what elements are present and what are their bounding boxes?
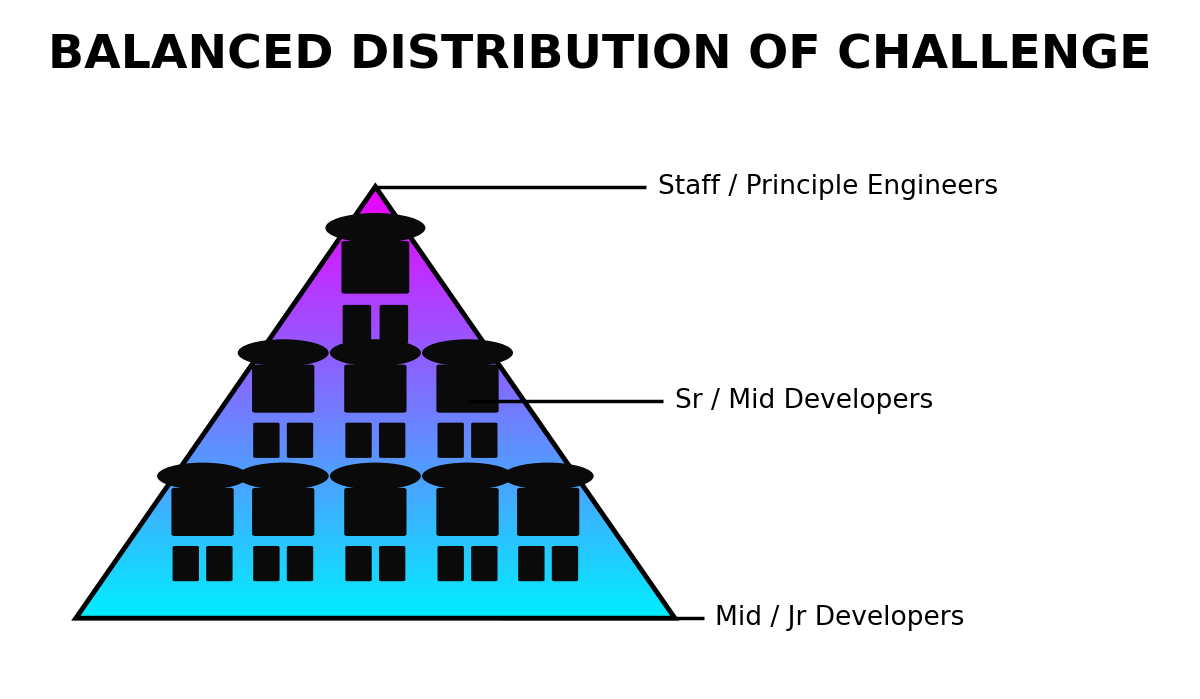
Text: Mid / Jr Developers: Mid / Jr Developers [715,605,965,631]
Ellipse shape [503,463,594,489]
FancyBboxPatch shape [173,546,199,581]
FancyBboxPatch shape [342,305,371,343]
FancyBboxPatch shape [437,365,499,412]
FancyBboxPatch shape [206,546,233,581]
Ellipse shape [330,339,421,366]
FancyBboxPatch shape [342,241,409,294]
FancyBboxPatch shape [518,546,545,581]
FancyBboxPatch shape [472,423,498,458]
FancyBboxPatch shape [253,423,280,458]
Ellipse shape [422,339,514,366]
FancyBboxPatch shape [252,365,314,412]
Ellipse shape [157,463,248,489]
FancyBboxPatch shape [517,488,580,536]
FancyBboxPatch shape [252,488,314,536]
FancyBboxPatch shape [379,305,408,343]
FancyBboxPatch shape [438,423,464,458]
FancyBboxPatch shape [287,423,313,458]
FancyBboxPatch shape [346,423,372,458]
FancyBboxPatch shape [253,546,280,581]
FancyBboxPatch shape [437,488,499,536]
FancyBboxPatch shape [344,365,407,412]
FancyBboxPatch shape [379,546,406,581]
FancyBboxPatch shape [346,546,372,581]
FancyBboxPatch shape [552,546,578,581]
Text: Staff / Principle Engineers: Staff / Principle Engineers [658,173,997,200]
Ellipse shape [238,339,329,366]
Ellipse shape [422,463,514,489]
FancyBboxPatch shape [438,546,464,581]
Text: Sr / Mid Developers: Sr / Mid Developers [674,388,934,414]
FancyBboxPatch shape [379,423,406,458]
Ellipse shape [238,463,329,489]
FancyBboxPatch shape [344,488,407,536]
Text: BALANCED DISTRIBUTION OF CHALLENGE: BALANCED DISTRIBUTION OF CHALLENGE [48,33,1152,78]
Ellipse shape [325,213,425,243]
FancyBboxPatch shape [472,546,498,581]
FancyBboxPatch shape [287,546,313,581]
Ellipse shape [330,463,421,489]
FancyBboxPatch shape [172,488,234,536]
